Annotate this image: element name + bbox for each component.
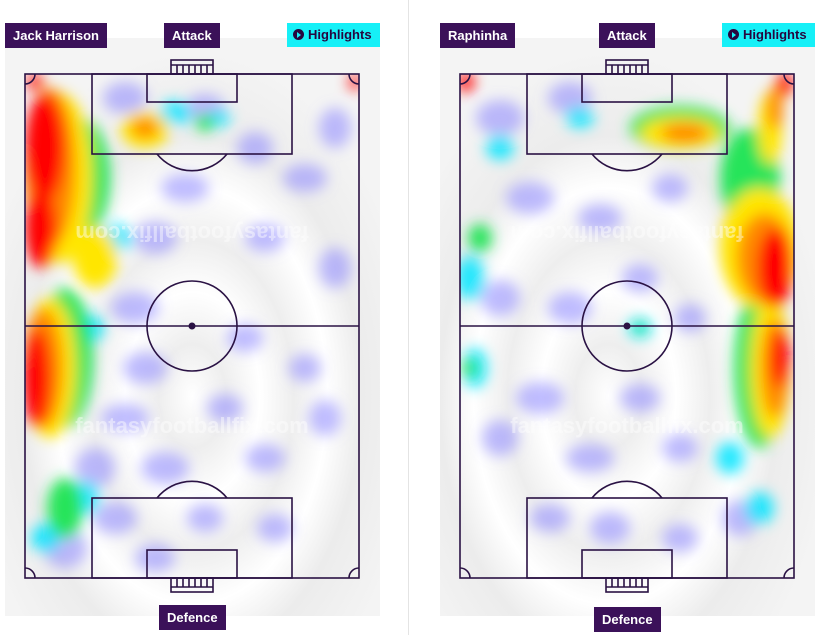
pitch-card: fantasyfootballfix.com fantasyfootballfi… <box>440 38 815 616</box>
watermark-upper: fantasyfootballfix.com <box>75 221 308 246</box>
pitch-lines <box>24 59 360 593</box>
pitch-lines <box>459 59 795 593</box>
heatmap-panel-left: fantasyfootballfix.com fantasyfootballfi… <box>0 0 404 635</box>
highlights-label: Highlights <box>743 27 807 42</box>
watermark-upper: fantasyfootballfix.com <box>510 221 743 246</box>
highlights-button[interactable]: Highlights <box>722 23 815 47</box>
heatmap-pitch: fantasyfootballfix.com fantasyfootballfi… <box>440 38 815 616</box>
player-name-label: Raphinha <box>440 23 516 48</box>
play-circle-icon <box>293 29 304 40</box>
defence-label: Defence <box>594 607 661 632</box>
heat-layer <box>25 74 359 572</box>
heatmap-panel-right: fantasyfootballfix.com fantasyfootballfi… <box>411 0 815 635</box>
play-circle-icon <box>728 29 739 40</box>
player-name-label: Jack Harrison <box>5 23 107 48</box>
heat-layer <box>460 74 794 552</box>
centre-spot <box>623 322 631 330</box>
watermark-lower: fantasyfootballfix.com <box>75 413 308 438</box>
panel-divider <box>408 0 409 635</box>
centre-spot <box>188 322 196 330</box>
highlights-button[interactable]: Highlights <box>287 23 380 47</box>
attack-label: Attack <box>164 23 220 48</box>
pitch-card: fantasyfootballfix.com fantasyfootballfi… <box>5 38 380 616</box>
heatmap-pitch: fantasyfootballfix.com fantasyfootballfi… <box>5 38 380 616</box>
defence-label: Defence <box>159 605 226 630</box>
attack-label: Attack <box>599 23 655 48</box>
watermark-lower: fantasyfootballfix.com <box>510 413 743 438</box>
highlights-label: Highlights <box>308 27 372 42</box>
